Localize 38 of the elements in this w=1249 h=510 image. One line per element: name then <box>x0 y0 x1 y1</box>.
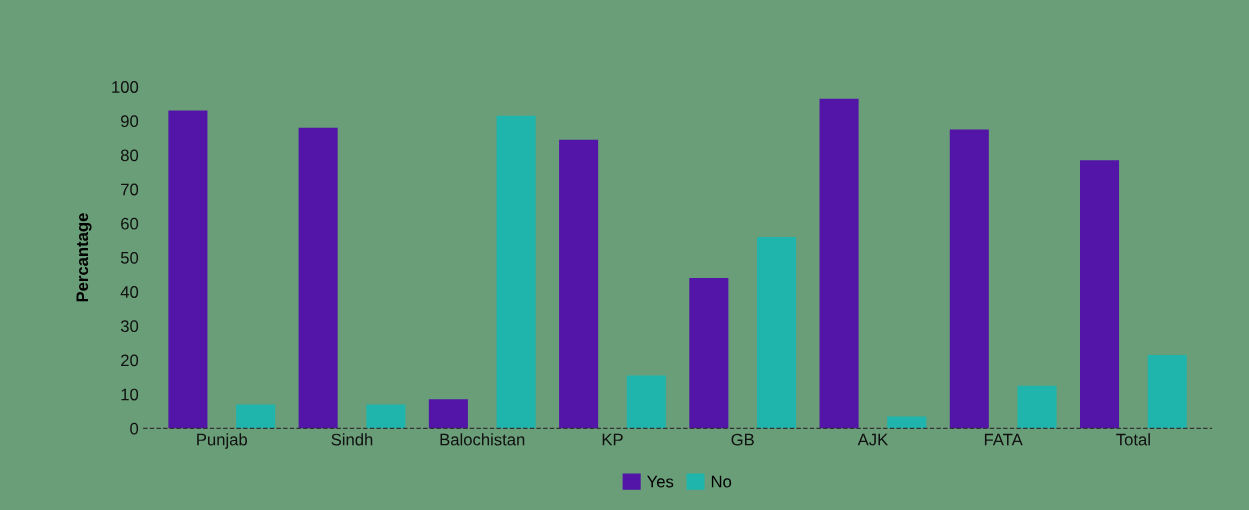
bar <box>366 404 406 429</box>
legend-label: Yes <box>647 475 674 488</box>
x-tick-label: Total <box>1116 433 1150 446</box>
bar <box>496 115 536 429</box>
x-tick-label: Sindh <box>331 433 373 446</box>
bar <box>949 129 989 429</box>
x-tick-label: FATA <box>984 433 1023 446</box>
y-tick-label: 90 <box>121 115 139 128</box>
x-tick-label: KP <box>602 433 623 446</box>
bar <box>887 416 927 429</box>
bar <box>819 98 859 429</box>
y-tick-label: 10 <box>121 388 139 401</box>
bar <box>559 139 599 429</box>
x-tick-label: Punjab <box>197 433 248 449</box>
y-tick-label: 20 <box>121 354 139 367</box>
bar <box>689 278 729 429</box>
bar <box>757 237 797 429</box>
bar <box>236 404 276 429</box>
y-tick-label: 40 <box>120 286 139 298</box>
bar <box>168 110 208 429</box>
y-tick-label: 100 <box>112 81 139 93</box>
y-tick-label: 30 <box>120 320 139 333</box>
bar <box>1147 354 1187 429</box>
x-tick-label: AJK <box>857 433 889 446</box>
x-tick-label: GB <box>731 433 754 446</box>
bar <box>428 399 468 429</box>
bar <box>298 127 338 429</box>
x-tick-label: Balochistan <box>440 433 525 446</box>
y-tick-label: 60 <box>121 217 139 230</box>
y-tick-label: 0 <box>130 422 139 435</box>
y-axis-title: Percantage <box>76 213 92 302</box>
bar <box>1017 385 1057 429</box>
y-tick-label: 50 <box>120 251 139 264</box>
y-tick-label: 80 <box>120 149 139 162</box>
bar <box>626 375 666 429</box>
legend-label: No <box>711 475 732 488</box>
bar <box>1080 160 1120 429</box>
y-tick-label: 70 <box>121 183 139 196</box>
